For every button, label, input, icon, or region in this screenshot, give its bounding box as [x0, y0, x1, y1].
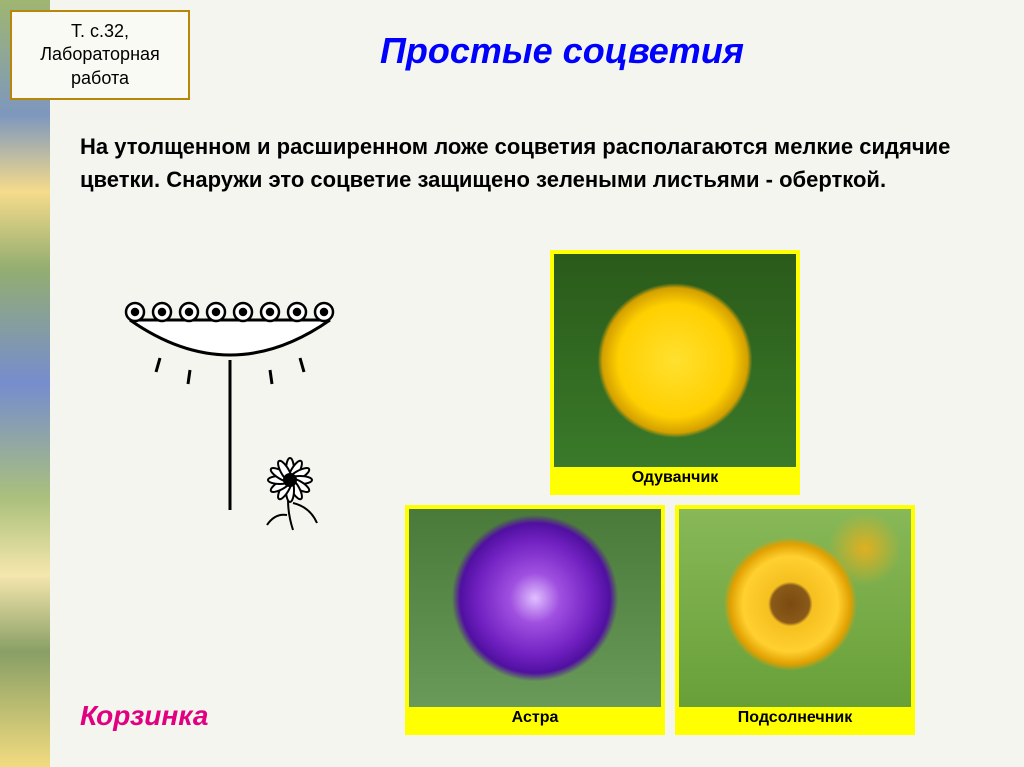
dandelion-label: Одуванчик [554, 467, 796, 491]
aster-label: Астра [409, 707, 661, 731]
image-frame-aster: Астра [405, 505, 665, 735]
left-floral-strip [0, 0, 50, 767]
sunflower-image [679, 509, 911, 707]
dandelion-image [554, 254, 796, 467]
sunflower-label: Подсолнечник [679, 707, 911, 731]
corner-line1: Т. с.32, [20, 20, 180, 43]
type-label: Корзинка [80, 700, 208, 732]
corner-line2: Лабораторная работа [20, 43, 180, 90]
page-title: Простые соцветия [380, 30, 744, 72]
aster-image [409, 509, 661, 707]
corner-reference-box: Т. с.32, Лабораторная работа [10, 10, 190, 100]
inflorescence-diagram [80, 280, 380, 540]
image-frame-dandelion: Одуванчик [550, 250, 800, 495]
image-frame-sunflower: Подсолнечник [675, 505, 915, 735]
body-text: На утолщенном и расширенном ложе соцвети… [80, 130, 960, 196]
